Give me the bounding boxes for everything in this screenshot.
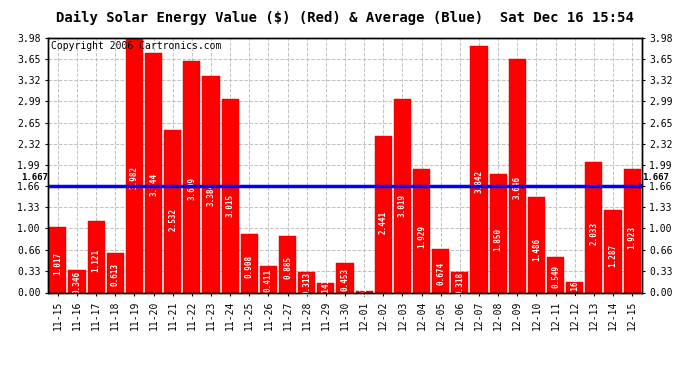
- Bar: [68, 270, 86, 292]
- Bar: [375, 136, 392, 292]
- Text: 1.017: 1.017: [53, 252, 62, 275]
- Bar: [355, 291, 373, 292]
- Text: 2.441: 2.441: [379, 210, 388, 234]
- Text: 1.287: 1.287: [609, 244, 618, 267]
- Text: 3.646: 3.646: [513, 176, 522, 199]
- Bar: [413, 169, 430, 292]
- Bar: [432, 249, 449, 292]
- Bar: [394, 99, 411, 292]
- Text: 3.019: 3.019: [398, 194, 407, 217]
- Bar: [624, 169, 641, 292]
- Bar: [260, 266, 277, 292]
- Text: 3.982: 3.982: [130, 166, 139, 189]
- Text: 3.384: 3.384: [206, 183, 215, 207]
- Text: 2.033: 2.033: [589, 222, 598, 246]
- Text: 0.346: 0.346: [72, 271, 81, 294]
- Bar: [145, 53, 162, 292]
- Text: 3.609: 3.609: [188, 177, 197, 200]
- Text: 0.411: 0.411: [264, 269, 273, 292]
- Text: 1.486: 1.486: [532, 238, 541, 261]
- Text: 0.674: 0.674: [436, 261, 445, 285]
- Text: 0.168: 0.168: [570, 276, 579, 299]
- Text: 0.029: 0.029: [359, 280, 368, 303]
- Bar: [241, 234, 258, 292]
- Text: 1.667: 1.667: [21, 173, 48, 182]
- Bar: [547, 257, 564, 292]
- Text: 3.015: 3.015: [226, 194, 235, 217]
- Text: 2.532: 2.532: [168, 208, 177, 231]
- Bar: [279, 236, 296, 292]
- Bar: [509, 59, 526, 292]
- Bar: [298, 273, 315, 292]
- Bar: [585, 162, 602, 292]
- Bar: [164, 130, 181, 292]
- Text: 0.885: 0.885: [283, 255, 292, 279]
- Bar: [184, 61, 201, 292]
- Bar: [528, 197, 545, 292]
- Bar: [317, 284, 335, 292]
- Bar: [566, 282, 583, 292]
- Text: 0.908: 0.908: [245, 255, 254, 278]
- Bar: [471, 46, 488, 292]
- Bar: [221, 99, 239, 292]
- Text: 0.318: 0.318: [455, 272, 464, 295]
- Text: 3.744: 3.744: [149, 173, 158, 196]
- Bar: [49, 227, 66, 292]
- Text: 1.121: 1.121: [92, 249, 101, 272]
- Bar: [126, 38, 143, 292]
- Text: 0.453: 0.453: [340, 268, 350, 291]
- Text: 0.141: 0.141: [322, 278, 331, 302]
- Bar: [202, 76, 219, 292]
- Bar: [107, 253, 124, 292]
- Bar: [337, 264, 353, 292]
- Text: 1.850: 1.850: [493, 228, 502, 251]
- Bar: [489, 174, 506, 292]
- Bar: [88, 220, 105, 292]
- Text: 1.923: 1.923: [628, 225, 637, 249]
- Text: Daily Solar Energy Value ($) (Red) & Average (Blue)  Sat Dec 16 15:54: Daily Solar Energy Value ($) (Red) & Ave…: [56, 11, 634, 26]
- Text: 0.613: 0.613: [111, 263, 120, 286]
- Text: 1.667: 1.667: [642, 173, 669, 182]
- Text: Copyright 2006 Cartronics.com: Copyright 2006 Cartronics.com: [51, 41, 221, 51]
- Text: 3.842: 3.842: [475, 170, 484, 193]
- Text: 1.929: 1.929: [417, 225, 426, 249]
- Bar: [604, 210, 622, 292]
- Text: 0.549: 0.549: [551, 265, 560, 288]
- Bar: [451, 272, 469, 292]
- Text: 0.313: 0.313: [302, 272, 311, 295]
